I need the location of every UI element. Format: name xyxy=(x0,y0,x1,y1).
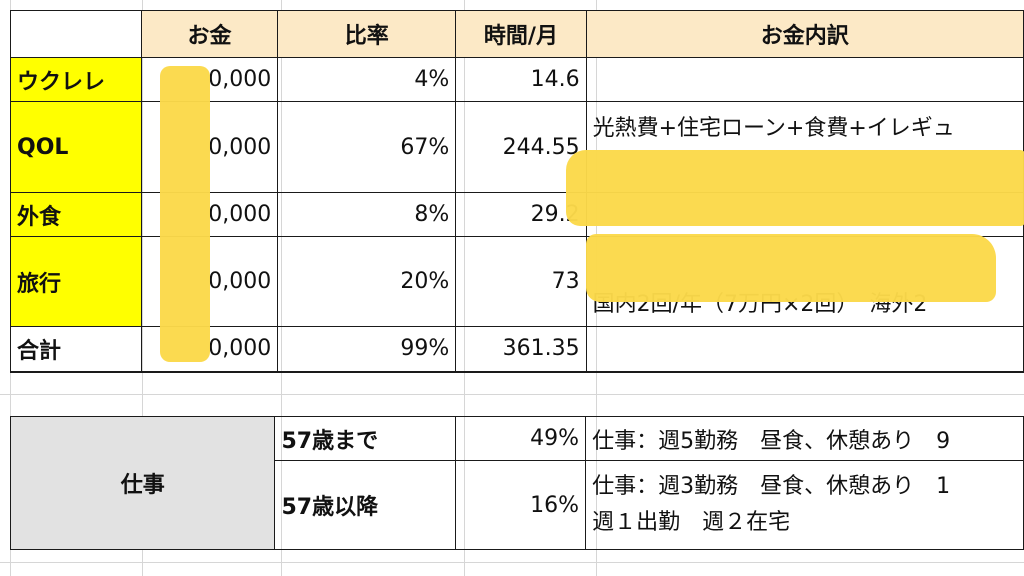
category-cell[interactable]: 外食 xyxy=(10,192,142,237)
header-money[interactable]: お金 xyxy=(140,10,279,58)
detail-cell[interactable] xyxy=(585,57,1024,102)
detail-cell[interactable]: 仕事：週5勤務 昼食、休憩あり 9 xyxy=(585,416,1024,461)
detail-cell[interactable] xyxy=(585,326,1024,372)
ratio-cell[interactable]: 4% xyxy=(277,57,457,102)
age-cell[interactable]: 57歳まで xyxy=(274,416,457,461)
work-table: 仕事 57歳まで 49% 仕事：週5勤務 昼食、休憩あり 9 57歳以降 16%… xyxy=(9,416,1024,550)
time-cell[interactable]: 361.35 xyxy=(455,326,587,372)
table-row: 57歳以降 16% 仕事：週3勤務 昼食、休憩あり 1 週１出勤 週２在宅 xyxy=(11,460,1024,550)
detail-line: 週１出勤 週２在宅 xyxy=(592,510,791,535)
header-detail[interactable]: お金内訳 xyxy=(585,10,1024,58)
redaction-mark xyxy=(160,66,210,362)
table-header-row: お金 比率 時間/月 お金内訳 xyxy=(10,10,1024,58)
redaction-mark xyxy=(566,150,1024,226)
work-label-cell[interactable]: 仕事 xyxy=(9,416,276,550)
age-cell[interactable]: 57歳以降 xyxy=(274,460,457,550)
ratio-cell[interactable]: 8% xyxy=(277,192,457,237)
header-ratio[interactable]: 比率 xyxy=(277,10,457,58)
header-time[interactable]: 時間/月 xyxy=(455,10,587,58)
category-cell[interactable]: ウクレレ xyxy=(10,57,142,102)
time-cell[interactable]: 14.6 xyxy=(455,57,587,102)
category-cell[interactable]: QOL xyxy=(10,101,142,193)
ratio-cell[interactable]: 99% xyxy=(277,326,457,372)
ratio-cell[interactable]: 20% xyxy=(277,236,457,327)
header-blank[interactable] xyxy=(10,10,142,58)
ratio-cell[interactable]: 67% xyxy=(277,101,457,193)
category-cell[interactable]: 旅行 xyxy=(10,236,142,327)
time-cell[interactable]: 244.55 xyxy=(455,101,587,193)
redaction-mark xyxy=(586,234,996,302)
category-cell[interactable]: 合計 xyxy=(10,326,142,372)
table-row: 仕事 57歳まで 49% 仕事：週5勤務 昼食、休憩あり 9 xyxy=(9,416,1024,550)
detail-line: 仕事：週3勤務 昼食、休憩あり 1 xyxy=(592,474,951,499)
ratio-cell[interactable]: 49% xyxy=(455,416,587,461)
time-cell[interactable]: 73 xyxy=(455,236,587,327)
ratio-cell[interactable]: 16% xyxy=(455,460,587,550)
detail-cell[interactable]: 仕事：週3勤務 昼食、休憩あり 1 週１出勤 週２在宅 xyxy=(585,460,1024,550)
